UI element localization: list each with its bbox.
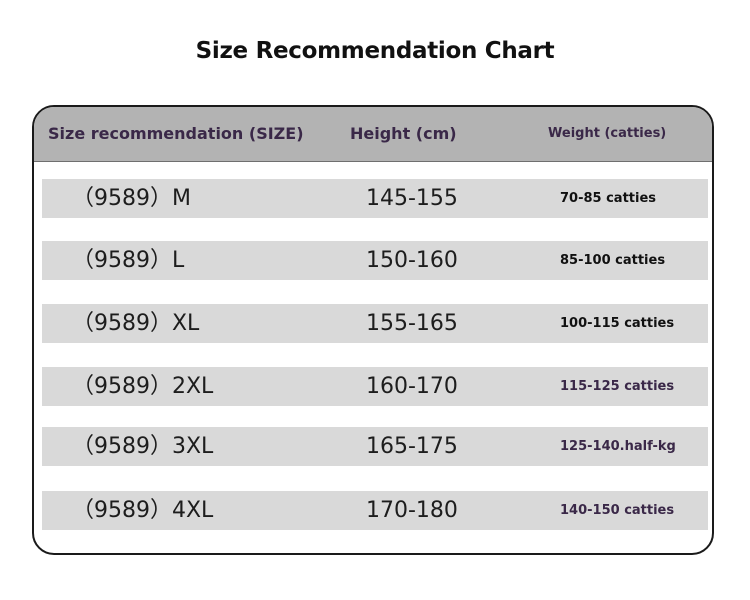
row-size: （9589）M (72, 186, 191, 211)
row-height: 165-175 (366, 434, 458, 459)
row-height: 170-180 (366, 498, 458, 523)
row-height: 145-155 (366, 186, 458, 211)
table-row: （9589）3XL 165-175 125-140.half-kg (42, 427, 708, 466)
header-size: Size recommendation (SIZE) (48, 124, 304, 143)
row-height: 155-165 (366, 311, 458, 336)
table-row: （9589）XL 155-165 100-115 catties (42, 304, 708, 343)
row-size: （9589）4XL (72, 498, 214, 523)
row-weight: 125-140.half-kg (560, 439, 676, 454)
row-height: 150-160 (366, 248, 458, 273)
row-size: （9589）2XL (72, 374, 214, 399)
table-row: （9589）M 145-155 70-85 catties (42, 179, 708, 218)
table-header: Size recommendation (SIZE) Height (cm) W… (34, 107, 712, 162)
row-size: （9589）L (72, 248, 185, 273)
header-weight: Weight (catties) (548, 126, 667, 141)
row-weight: 140-150 catties (560, 503, 675, 518)
row-weight: 85-100 catties (560, 253, 666, 268)
table-row: （9589）2XL 160-170 115-125 catties (42, 367, 708, 406)
table-row: （9589）4XL 170-180 140-150 catties (42, 491, 708, 530)
table-row: （9589）L 150-160 85-100 catties (42, 241, 708, 280)
header-height: Height (cm) (350, 124, 457, 143)
page-title: Size Recommendation Chart (195, 38, 555, 64)
row-weight: 70-85 catties (560, 191, 657, 206)
size-table: Size recommendation (SIZE) Height (cm) W… (32, 105, 714, 555)
row-size: （9589）3XL (72, 434, 214, 459)
row-weight: 100-115 catties (560, 316, 675, 331)
row-weight: 115-125 catties (560, 379, 675, 394)
row-size: （9589）XL (72, 311, 200, 336)
row-height: 160-170 (366, 374, 458, 399)
